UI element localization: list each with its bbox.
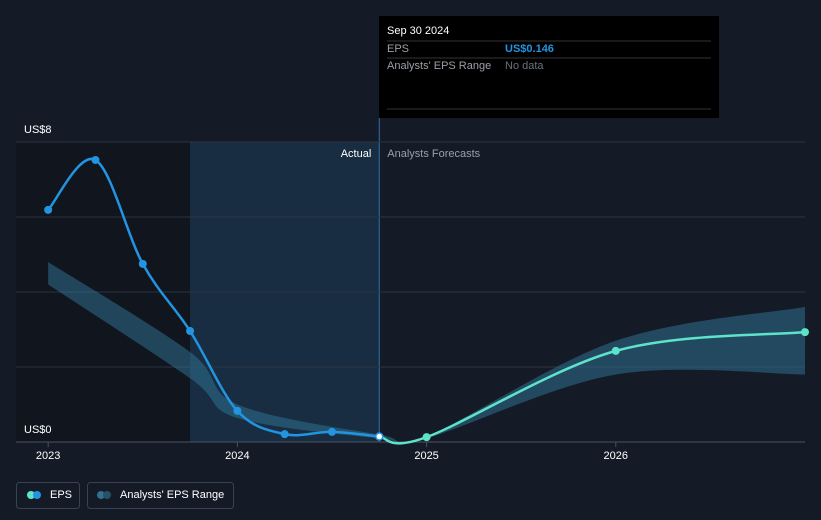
- tooltip-label: EPS: [387, 43, 409, 55]
- range-band: [48, 262, 805, 445]
- legend-swatch: [97, 491, 105, 499]
- tooltip: Sep 30 2024 EPS US$0.146 Analysts' EPS R…: [379, 16, 719, 118]
- actual-label: Actual: [341, 148, 372, 160]
- forecast-point: [801, 328, 809, 337]
- legend-box[interactable]: [87, 482, 234, 509]
- tooltip-value: US$0.146: [505, 43, 554, 55]
- x-tick-label: 2026: [604, 450, 628, 462]
- eps-point: [91, 156, 100, 164]
- eps-point: [327, 427, 336, 436]
- legend-swatch: [27, 491, 35, 499]
- eps-point: [186, 327, 195, 335]
- y-tick-label: US$8: [24, 124, 52, 136]
- legend-swatch: [33, 491, 41, 499]
- x-tick-label: 2025: [414, 450, 438, 462]
- x-tick-label: 2024: [225, 450, 249, 462]
- tooltip-label: Analysts' EPS Range: [387, 60, 491, 72]
- legend-box[interactable]: [16, 482, 80, 509]
- legend: EPS Analysts' EPS Range: [16, 482, 234, 509]
- tooltip-value: No data: [505, 60, 544, 72]
- eps-point: [44, 205, 53, 214]
- tooltip-date: Sep 30 2024: [387, 25, 449, 37]
- eps-point: [375, 432, 384, 441]
- eps-point: [138, 259, 147, 268]
- forecast-point: [611, 346, 620, 355]
- plot: [44, 156, 809, 445]
- x-tick-label: 2023: [36, 450, 60, 462]
- legend-label: EPS: [50, 489, 72, 501]
- legend-label: Analysts' EPS Range: [120, 489, 224, 501]
- forecast-line: [379, 330, 806, 445]
- y-tick-label: US$0: [24, 424, 52, 436]
- legend-swatch: [103, 491, 111, 499]
- tooltip-box: [379, 16, 719, 118]
- eps-point: [280, 430, 289, 439]
- forecast-point: [422, 433, 431, 442]
- forecast-label: Analysts Forecasts: [387, 148, 480, 160]
- eps-point: [233, 406, 242, 415]
